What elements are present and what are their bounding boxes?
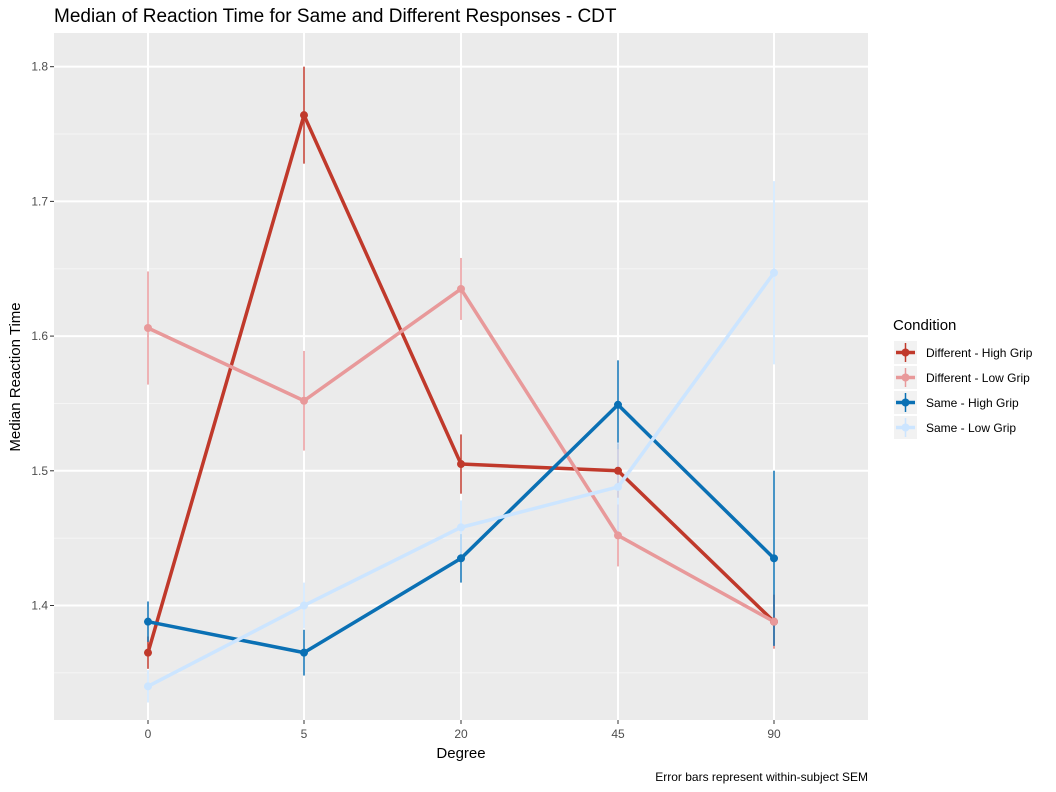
y-tick-label: 1.4 bbox=[31, 599, 48, 613]
y-tick-label: 1.6 bbox=[31, 329, 48, 343]
data-point bbox=[457, 554, 465, 563]
x-tick-label: 20 bbox=[454, 727, 468, 741]
data-point bbox=[457, 523, 465, 532]
y-tick-label: 1.7 bbox=[31, 194, 48, 208]
x-axis: 0 5 20 45 90 bbox=[145, 720, 781, 741]
data-point bbox=[144, 324, 152, 333]
series-points bbox=[144, 111, 778, 691]
data-point bbox=[770, 554, 778, 563]
legend-key-point bbox=[901, 398, 910, 407]
data-point bbox=[300, 648, 308, 657]
data-point bbox=[144, 682, 152, 691]
y-axis-title: Median Reaction Time bbox=[7, 302, 24, 451]
legend-key-point bbox=[901, 373, 910, 382]
data-point bbox=[144, 617, 152, 626]
legend-label: Same - Low Grip bbox=[926, 421, 1016, 435]
data-point bbox=[770, 617, 778, 626]
data-point bbox=[614, 531, 622, 540]
legend-title: Condition bbox=[893, 317, 956, 334]
chart-title: Median of Reaction Time for Same and Dif… bbox=[54, 6, 617, 27]
legend: Different - High Grip Different - Low Gri… bbox=[894, 341, 1033, 439]
x-tick-label: 5 bbox=[301, 727, 308, 741]
data-point bbox=[770, 268, 778, 277]
y-tick-label: 1.5 bbox=[31, 464, 48, 478]
data-point bbox=[457, 460, 465, 469]
x-tick-label: 0 bbox=[145, 727, 152, 741]
y-tick-label: 1.8 bbox=[31, 60, 48, 74]
legend-label: Different - High Grip bbox=[926, 346, 1033, 360]
legend-key-point bbox=[901, 348, 910, 357]
data-point bbox=[300, 111, 308, 120]
x-tick-label: 90 bbox=[767, 727, 781, 741]
data-point bbox=[614, 400, 622, 409]
legend-label: Different - Low Grip bbox=[926, 371, 1030, 385]
data-point bbox=[457, 284, 465, 293]
data-point bbox=[614, 482, 622, 491]
chart-caption: Error bars represent within-subject SEM bbox=[655, 770, 868, 784]
data-point bbox=[300, 396, 308, 405]
data-point bbox=[144, 648, 152, 657]
data-point bbox=[300, 601, 308, 610]
y-axis: 1.4 1.5 1.6 1.7 1.8 bbox=[31, 60, 54, 613]
x-tick-label: 45 bbox=[611, 727, 625, 741]
x-axis-title: Degree bbox=[436, 745, 485, 762]
legend-label: Same - High Grip bbox=[926, 396, 1019, 410]
data-point bbox=[614, 466, 622, 475]
legend-key-point bbox=[901, 423, 910, 432]
